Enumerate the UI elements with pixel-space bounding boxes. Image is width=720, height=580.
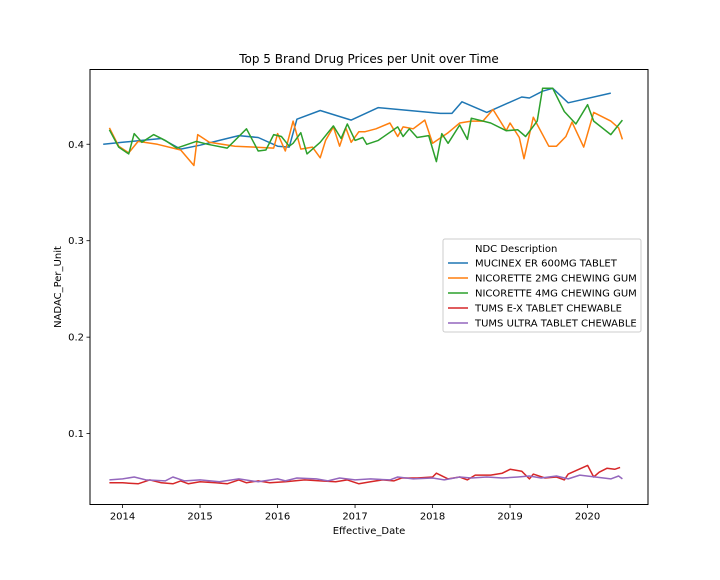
series-line-3 [108, 87, 623, 163]
y-tick-label: 0.1 [68, 429, 84, 440]
plot-frame [89, 69, 649, 505]
series-line-2 [108, 108, 624, 167]
series-line-1 [103, 87, 611, 150]
legend-title: NDC Description [475, 244, 557, 255]
y-tick-label: 0.2 [68, 333, 84, 344]
series-line-4 [109, 464, 621, 485]
legend-label: NICORETTE 2MG CHEWING GUM [475, 274, 637, 285]
chart-title: Top 5 Brand Drug Prices per Unit over Ti… [238, 52, 499, 66]
legend: NDC Description MUCINEX ER 600MG TABLET N… [442, 238, 642, 333]
y-tick-label: 0.3 [68, 236, 84, 247]
y-axis-ticks: 0.1 0.2 0.3 0.4 [68, 140, 90, 440]
x-axis-ticks: 2014 2015 2016 2017 2018 2019 2020 [110, 504, 600, 523]
x-tick-label: 2020 [575, 512, 600, 523]
legend-label: MUCINEX ER 600MG TABLET [475, 259, 618, 270]
x-tick-label: 2014 [110, 512, 135, 523]
series-line-5 [109, 474, 623, 483]
y-tick-label: 0.4 [68, 140, 84, 151]
legend-entries: MUCINEX ER 600MG TABLET NICORETTE 2MG CHE… [448, 259, 637, 330]
x-axis-label: Effective_Date [333, 526, 406, 537]
legend-label: TUMS ULTRA TABLET CHEWABLE [474, 319, 637, 330]
legend-box [442, 238, 642, 333]
x-tick-label: 2018 [420, 512, 445, 523]
y-axis-label: NADAC_Per_Unit [53, 246, 64, 328]
x-tick-label: 2016 [265, 512, 290, 523]
legend-label: NICORETTE 4MG CHEWING GUM [475, 289, 637, 300]
x-tick-label: 2019 [497, 512, 522, 523]
x-tick-label: 2015 [187, 512, 212, 523]
series-layer [103, 87, 624, 485]
legend-label: TUMS E-X TABLET CHEWABLE [474, 304, 622, 315]
x-tick-label: 2017 [342, 512, 367, 523]
